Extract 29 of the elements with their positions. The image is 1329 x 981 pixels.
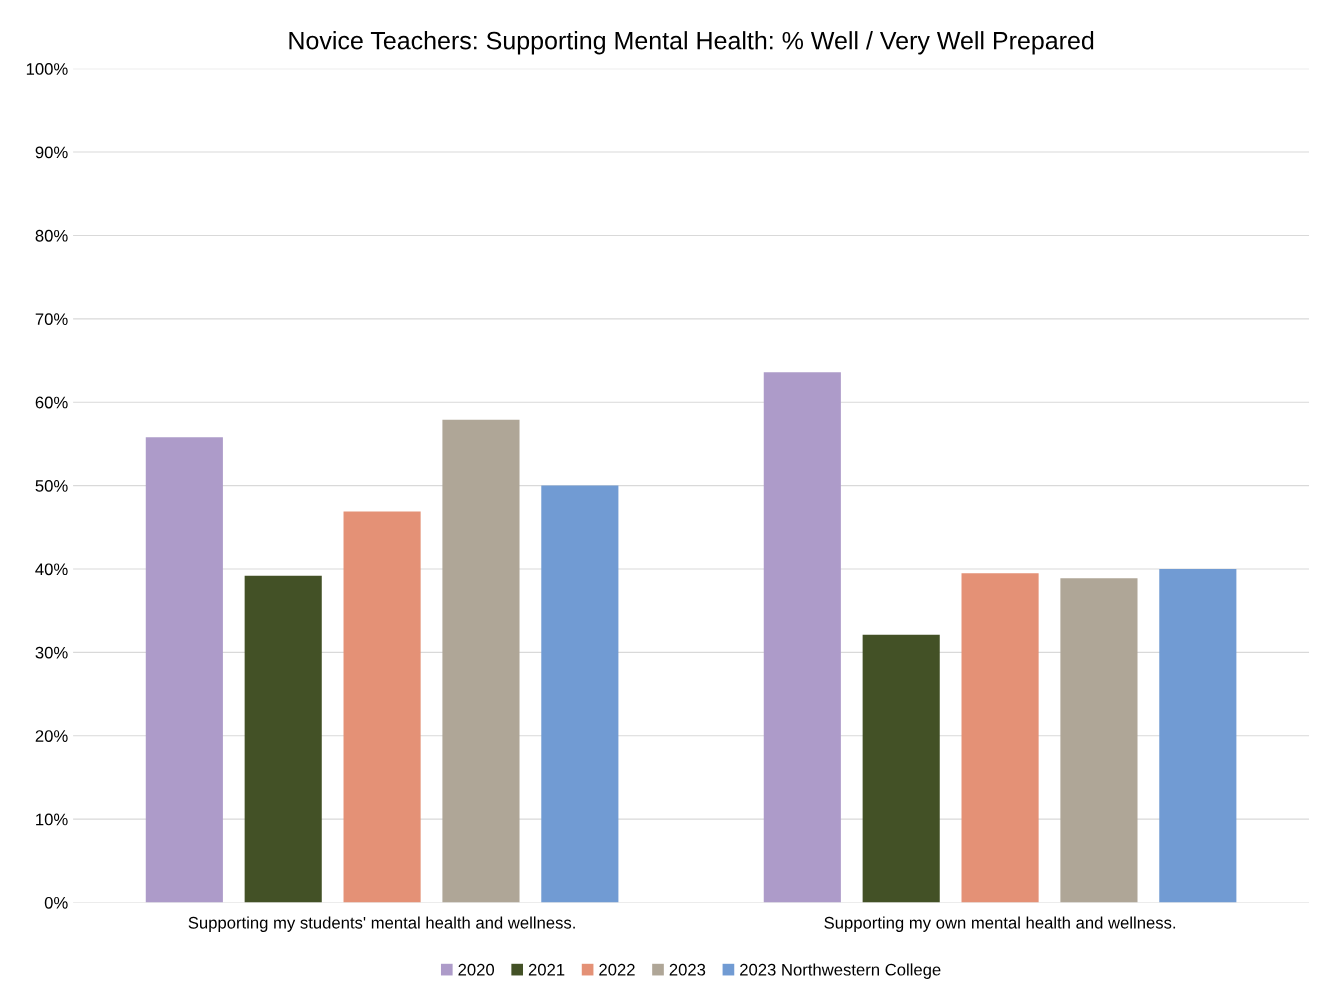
bar <box>1159 568 1237 903</box>
legend-label: 2021 <box>528 963 565 976</box>
chart-title: Novice Teachers: Supporting Mental Health: % Well / Very Well Prepared <box>289 31 1094 55</box>
y-tick-label: 100% <box>26 63 68 75</box>
bar <box>145 437 223 903</box>
y-tick-label: 40% <box>35 563 68 576</box>
bar <box>763 372 841 903</box>
y-tick-label: 0% <box>44 896 68 909</box>
x-tick-label: Supporting my own mental health and wellness. <box>824 916 1176 932</box>
bar <box>244 575 322 903</box>
y-tick-label: 90% <box>35 146 68 159</box>
legend-label: 2023 <box>669 963 706 976</box>
bar <box>541 485 619 903</box>
y-tick-label: 20% <box>35 730 68 742</box>
legend-label: 2020 <box>458 963 495 976</box>
bar <box>961 573 1039 903</box>
legend-label: 2022 <box>599 963 635 976</box>
y-tick-label: 30% <box>35 646 68 659</box>
y-tick-label: 70% <box>35 313 68 326</box>
legend-label: 2023 Northwestern College <box>740 963 941 979</box>
bar <box>862 634 940 903</box>
y-tick-label: 80% <box>35 229 68 242</box>
y-tick-label: 50% <box>35 480 68 492</box>
bar <box>343 511 421 903</box>
bar <box>1060 578 1138 903</box>
x-tick-label: Supporting my students' mental health and wellness. <box>188 916 575 932</box>
y-tick-label: 60% <box>35 396 68 409</box>
bar <box>442 419 520 903</box>
y-tick-label: 10% <box>36 813 68 826</box>
